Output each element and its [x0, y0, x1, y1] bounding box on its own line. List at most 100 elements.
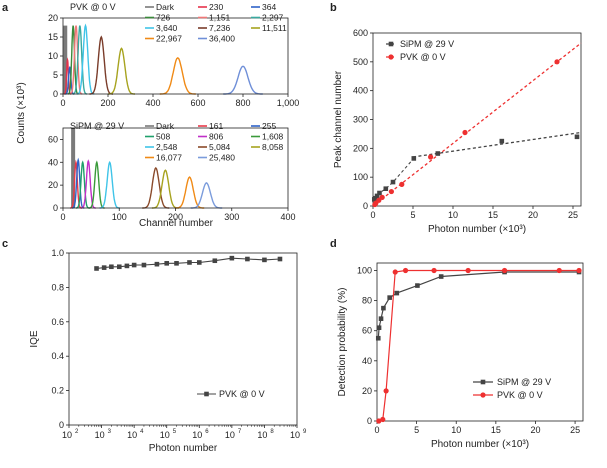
x-tick-label: 300 [224, 212, 239, 222]
peak-255 [72, 157, 85, 209]
data-point [381, 305, 386, 311]
plot-frame [62, 127, 289, 209]
data-point [378, 316, 384, 321]
data-point [431, 267, 437, 274]
x-tick-label: 25 [568, 210, 578, 220]
y-tick-label: 100 [353, 172, 368, 182]
legend-label: 2,297 [262, 13, 284, 23]
data-point [556, 267, 562, 274]
x-tick-label: 0 [374, 425, 379, 435]
legend-label: 508 [156, 132, 170, 142]
inset-title: PVK @ 0 V [70, 2, 116, 12]
legend-label: 5,084 [209, 142, 231, 152]
y-axis-label: IQE [29, 330, 40, 348]
y-tick-label: 0 [363, 201, 368, 211]
data-point [376, 418, 382, 424]
panel-label-d: d [330, 238, 337, 250]
fit-line [412, 131, 582, 158]
y-tick-label: 600 [353, 28, 368, 38]
legend-marker [388, 41, 394, 47]
x-tick-exponent: 6 [205, 429, 209, 435]
data-point [154, 261, 160, 267]
x-tick-label: 200 [168, 212, 183, 222]
peak-11511 [108, 47, 135, 95]
panel-b-chart: 0 5 10 15 20 25 0 100 200 300 400 500 600 Photon numb… [333, 28, 582, 235]
legend-label: 1,608 [262, 132, 284, 142]
data-point [116, 264, 122, 270]
data-point [372, 195, 378, 201]
data-point [375, 335, 381, 341]
data-point [245, 256, 250, 262]
y-tick-label: 10 [48, 51, 58, 61]
legend-label: 11,511 [262, 23, 287, 33]
x-axis-label: Photon number (×10³) [428, 224, 526, 235]
legend-label: 7,236 [209, 23, 231, 33]
data-point [141, 262, 147, 268]
y-tick-label: 60 [362, 326, 372, 336]
data-point [124, 263, 130, 269]
x-tick-exponent: 9 [303, 429, 307, 435]
x-tick-label: 100 [112, 212, 127, 222]
legend-marker [480, 392, 486, 398]
x-tick-label: 0 [370, 210, 375, 220]
peak-1608 [88, 160, 105, 209]
data-point [462, 129, 468, 136]
x-axis-label: Photon number [149, 443, 218, 454]
panel-a-pvk-chart: 0 200 400 600 800 1,000 0 5 10 15 20 PVK @ 0 V Dark 2… [48, 2, 299, 108]
x-tick-label: 15 [491, 425, 501, 435]
data-point [388, 188, 394, 195]
peak-36400 [223, 65, 263, 95]
x-axis-label: Photon number (×10³) [431, 439, 529, 450]
x-tick-label: 400 [145, 98, 160, 108]
peak-161 [70, 159, 82, 209]
x-tick-label: 10 [95, 430, 105, 440]
peak-2548 [99, 160, 120, 209]
x-tick-label: 0 [60, 98, 65, 108]
data-point [94, 266, 99, 271]
y-tick-label: 0 [59, 420, 64, 430]
y-tick-label: 0.4 [51, 351, 64, 361]
data-point [392, 269, 398, 275]
plot-frame [68, 252, 298, 426]
x-tick-exponent: 3 [108, 429, 112, 435]
data-point [109, 264, 114, 270]
x-tick-exponent: 5 [173, 429, 177, 435]
data-point [262, 257, 267, 263]
data-point [576, 267, 582, 274]
y-tick-label: 15 [48, 32, 58, 42]
x-tick-label: 10 [192, 430, 202, 440]
peak-8058 [151, 169, 179, 209]
data-point [131, 262, 137, 268]
legend-label: 3,640 [156, 23, 178, 33]
legend-label: 806 [209, 132, 223, 142]
x-tick-label: 5 [410, 210, 415, 220]
legend-label: 726 [156, 13, 170, 23]
y-tick-label: 40 [48, 157, 58, 167]
y-tick-label: 0 [367, 416, 372, 426]
x-tick-label: 10 [257, 430, 267, 440]
peak-22967 [159, 57, 196, 95]
legend-label: 230 [209, 2, 223, 12]
legend-label: PVK @ 0 V [219, 389, 265, 399]
x-tick-label: 10 [448, 210, 458, 220]
y-tick-label: 20 [362, 386, 372, 396]
data-point [435, 151, 441, 156]
data-point [501, 267, 508, 274]
x-tick-label: 0 [60, 212, 65, 222]
data-point [415, 283, 420, 288]
y-tick-label: 20 [48, 13, 58, 23]
peak-16077 [174, 176, 205, 209]
x-tick-label: 10 [225, 430, 235, 440]
x-tick-label: 15 [488, 210, 498, 220]
x-tick-label: 800 [235, 98, 250, 108]
inset-title: SiPM @ 29 V [70, 121, 124, 131]
legend-label: Dark [156, 121, 175, 131]
legend-marker [204, 391, 209, 397]
x-tick-label: 25 [570, 425, 580, 435]
data-point [554, 59, 560, 65]
legend-label: 364 [262, 2, 276, 12]
peak-508 [75, 160, 90, 209]
data-point [374, 193, 380, 199]
x-tick-label: 1,000 [277, 98, 300, 108]
